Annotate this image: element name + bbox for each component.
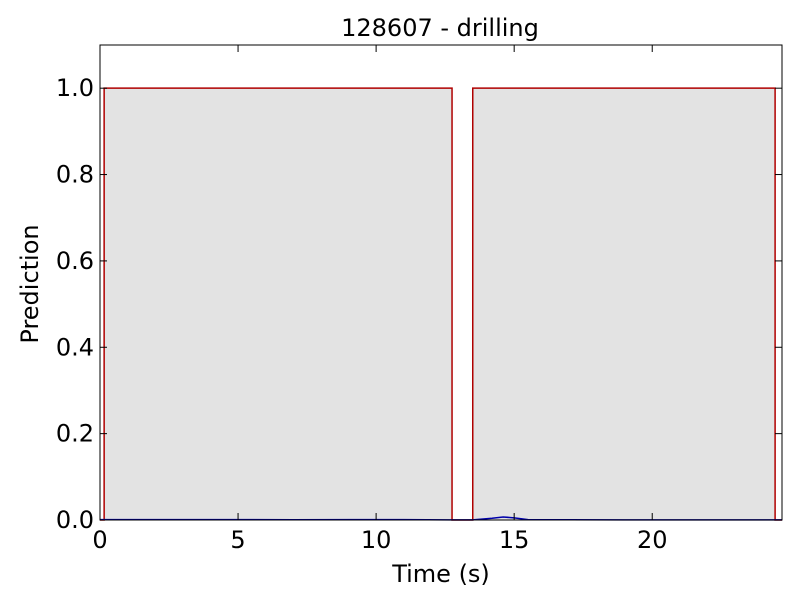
y-tick-label: 0.0 — [56, 506, 94, 534]
ticks-layer: 0 5 10 15 20 0.0 0.2 0.4 0.6 0.8 1.0 — [56, 45, 782, 554]
x-tick-label: 20 — [637, 526, 668, 554]
plot-frame — [99, 44, 783, 521]
y-tick-label: 1.0 — [56, 74, 94, 102]
y-tick-label: 0.2 — [56, 420, 94, 448]
series-0-area — [100, 88, 782, 521]
y-axis-label: Prediction — [16, 224, 44, 343]
x-tick-label: 15 — [499, 526, 530, 554]
x-tick-label: 0 — [92, 526, 107, 554]
y-tick-label: 0.8 — [56, 161, 94, 189]
y-tick-label: 0.4 — [56, 333, 94, 361]
fill-layer — [100, 88, 782, 521]
y-tick-label: 0.6 — [56, 247, 94, 275]
x-tick-label: 10 — [361, 526, 392, 554]
x-axis-label: Time (s) — [391, 560, 490, 588]
chart-title: 128607 - drilling — [341, 14, 539, 42]
x-tick-label: 5 — [230, 526, 245, 554]
